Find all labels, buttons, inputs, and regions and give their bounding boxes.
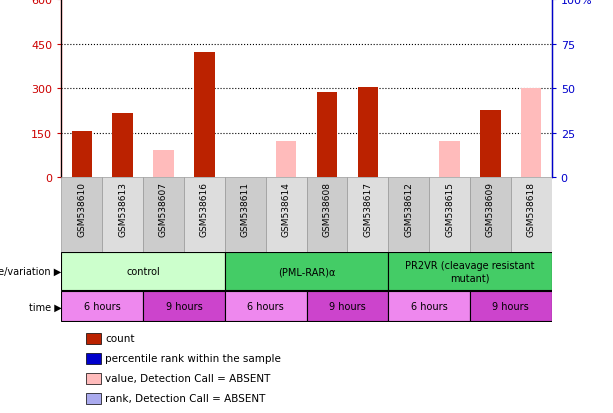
FancyBboxPatch shape — [61, 178, 102, 252]
FancyBboxPatch shape — [429, 178, 470, 252]
Text: GSM538616: GSM538616 — [200, 181, 209, 236]
FancyBboxPatch shape — [184, 178, 225, 252]
FancyBboxPatch shape — [102, 178, 143, 252]
FancyBboxPatch shape — [388, 178, 429, 252]
Bar — [317, 93, 337, 178]
Text: GSM538609: GSM538609 — [486, 181, 495, 236]
Bar — [194, 53, 215, 178]
Text: 9 hours: 9 hours — [166, 301, 202, 312]
Bar — [153, 151, 173, 178]
FancyBboxPatch shape — [143, 292, 225, 321]
Text: 9 hours: 9 hours — [492, 301, 529, 312]
Text: 6 hours: 6 hours — [84, 301, 121, 312]
Text: percentile rank within the sample: percentile rank within the sample — [105, 354, 281, 363]
Bar — [86, 393, 101, 404]
FancyBboxPatch shape — [61, 253, 225, 290]
FancyBboxPatch shape — [306, 292, 388, 321]
Bar — [86, 353, 101, 364]
FancyBboxPatch shape — [225, 253, 388, 290]
Text: GSM538610: GSM538610 — [77, 181, 86, 236]
Text: GSM538617: GSM538617 — [364, 181, 372, 236]
Text: control: control — [126, 266, 160, 277]
Text: (PML-RAR)α: (PML-RAR)α — [278, 266, 335, 277]
Bar — [276, 142, 296, 178]
Bar — [86, 373, 101, 384]
Text: GSM538618: GSM538618 — [527, 181, 536, 236]
Text: PR2VR (cleavage resistant
mutant): PR2VR (cleavage resistant mutant) — [405, 261, 535, 282]
Text: GSM538607: GSM538607 — [159, 181, 168, 236]
Text: GSM538614: GSM538614 — [281, 181, 291, 236]
Text: GSM538608: GSM538608 — [322, 181, 332, 236]
Text: 6 hours: 6 hours — [411, 301, 447, 312]
Bar — [86, 333, 101, 344]
FancyBboxPatch shape — [348, 178, 388, 252]
Text: GSM538615: GSM538615 — [445, 181, 454, 236]
FancyBboxPatch shape — [225, 292, 306, 321]
FancyBboxPatch shape — [470, 292, 552, 321]
FancyBboxPatch shape — [61, 292, 143, 321]
Bar — [357, 87, 378, 178]
Text: count: count — [105, 334, 135, 344]
Text: time ▶: time ▶ — [29, 301, 61, 312]
FancyBboxPatch shape — [225, 178, 265, 252]
Text: 9 hours: 9 hours — [329, 301, 366, 312]
FancyBboxPatch shape — [143, 178, 184, 252]
FancyBboxPatch shape — [511, 178, 552, 252]
FancyBboxPatch shape — [265, 178, 306, 252]
Text: rank, Detection Call = ABSENT: rank, Detection Call = ABSENT — [105, 394, 266, 404]
FancyBboxPatch shape — [388, 292, 470, 321]
Text: GSM538613: GSM538613 — [118, 181, 127, 236]
Bar — [440, 142, 460, 178]
FancyBboxPatch shape — [470, 178, 511, 252]
Text: GSM538611: GSM538611 — [241, 181, 249, 236]
Text: GSM538612: GSM538612 — [404, 181, 413, 236]
FancyBboxPatch shape — [388, 253, 552, 290]
Bar — [112, 114, 133, 178]
Text: genotype/variation ▶: genotype/variation ▶ — [0, 266, 61, 277]
Bar — [480, 111, 501, 178]
Bar — [72, 132, 92, 178]
Text: value, Detection Call = ABSENT: value, Detection Call = ABSENT — [105, 373, 271, 383]
FancyBboxPatch shape — [306, 178, 348, 252]
Bar — [521, 89, 541, 178]
Text: 6 hours: 6 hours — [247, 301, 284, 312]
